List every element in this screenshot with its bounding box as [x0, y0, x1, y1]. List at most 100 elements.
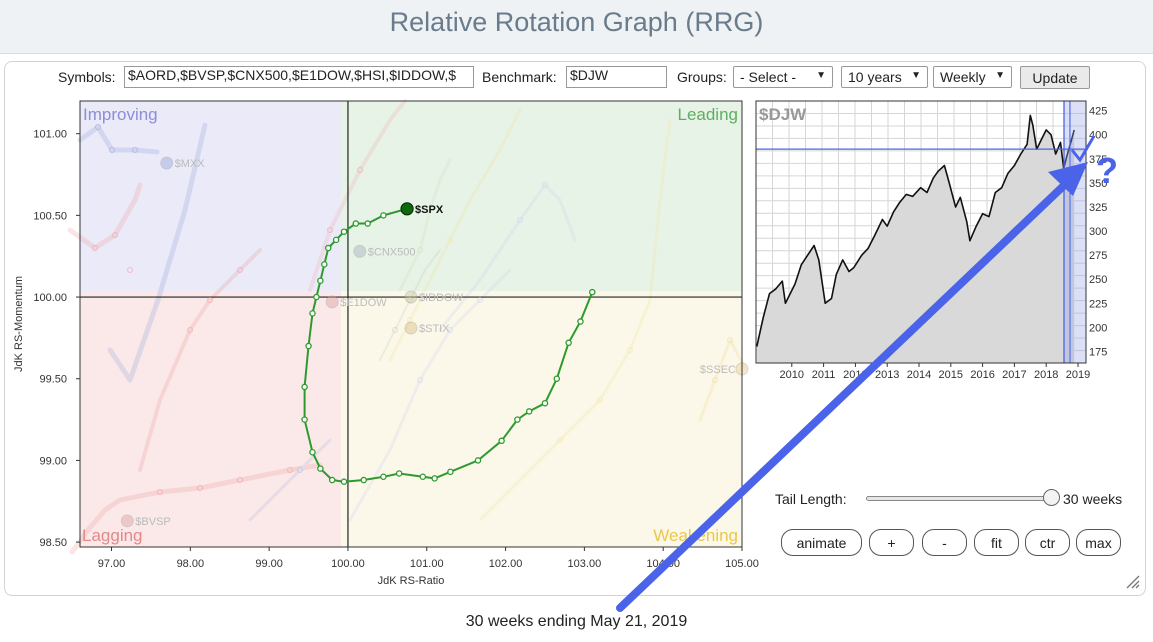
faded-marker	[112, 232, 118, 238]
spx-tail-point	[380, 212, 387, 219]
update-button[interactable]: Update	[1020, 66, 1090, 89]
spx-tail-point	[340, 478, 348, 485]
ghost-tail	[308, 99, 407, 292]
spx-tail-point	[328, 476, 336, 484]
x-tick-label: 99.00	[255, 558, 283, 570]
y-tick-label: 99.50	[39, 374, 67, 386]
chevron-down-icon: ▼	[911, 70, 921, 81]
period-select[interactable]: 10 years ▼	[841, 66, 928, 88]
ghost-tail	[478, 118, 672, 522]
weakening-quadrant	[341, 291, 742, 547]
faded-marker	[287, 467, 293, 473]
faded-marker	[327, 227, 333, 233]
benchmark-y-tick-label: 350	[1089, 178, 1107, 190]
symbol-label: $MXX	[175, 158, 206, 170]
x-axis-label: JdK RS-Ratio	[378, 575, 445, 587]
rrg-axes: 97.00 98.00 99.00 100.00 101.00 102.00 103.00 1…	[33, 129, 758, 570]
spx-tail-point	[301, 416, 308, 423]
leading-label: Leading	[677, 105, 738, 124]
spx-tail-point	[474, 457, 482, 464]
faded-marker	[92, 245, 98, 251]
chevron-down-icon: ▼	[995, 70, 1005, 81]
x-tick-label: 97.00	[98, 558, 126, 570]
ghost-tail	[348, 268, 512, 522]
improving-label: Improving	[83, 105, 158, 124]
spx-tail-point	[324, 244, 332, 252]
benchmark-x-tick-label: 2011	[812, 369, 836, 381]
ghost-tail	[248, 438, 332, 522]
tail-length-slider-thumb[interactable]	[1043, 489, 1060, 506]
faded-marker	[297, 467, 303, 473]
zoom-out-button[interactable]: -	[922, 529, 967, 556]
center-button[interactable]: ctr	[1025, 529, 1070, 556]
ghost-tail	[69, 462, 323, 555]
benchmark-y-tick-label: 250	[1089, 274, 1107, 286]
groups-select[interactable]: - Select - ▼	[733, 66, 833, 88]
spx-head-marker[interactable]	[400, 202, 414, 216]
zoom-in-button[interactable]: +	[869, 529, 914, 556]
spx-tail-point	[498, 437, 505, 445]
benchmark-highlight-band	[1064, 101, 1086, 363]
benchmark-x-tick-label: 2010	[780, 369, 804, 381]
groups-select-value: - Select -	[740, 69, 797, 85]
symbol-marker[interactable]	[120, 514, 134, 528]
symbol-marker[interactable]	[160, 156, 174, 170]
benchmark-x-tick-label: 2017	[1002, 369, 1026, 381]
tail-length-slider[interactable]	[866, 496, 1056, 501]
interval-select[interactable]: Weekly ▼	[933, 66, 1012, 88]
ghost-tail	[107, 122, 208, 383]
benchmark-x-tick-label: 2013	[875, 369, 899, 381]
faded-marker	[392, 327, 398, 333]
spx-tail-point	[589, 288, 596, 296]
spx-tail-point	[313, 293, 320, 301]
benchmark-input[interactable]: $DJW	[566, 66, 667, 88]
symbol-marker[interactable]	[325, 295, 339, 309]
symbol-marker[interactable]	[404, 290, 418, 304]
benchmark-y-tick-label: 225	[1089, 298, 1107, 310]
max-button[interactable]: max	[1076, 529, 1121, 556]
faded-marker	[109, 147, 115, 153]
spx-tail-point	[305, 342, 312, 350]
spx-tail-point	[352, 220, 360, 227]
faded-marker	[447, 327, 453, 333]
improving-quadrant	[80, 101, 341, 291]
faded-marker	[542, 182, 548, 188]
x-tick-label: 98.00	[177, 558, 205, 570]
x-tick-label: 103.00	[568, 558, 602, 570]
faded-marker	[95, 124, 101, 130]
faded-marker	[407, 297, 413, 303]
ghost-tail	[698, 338, 747, 422]
lagging-label: Lagging	[82, 526, 143, 545]
x-tick-label: 102.00	[489, 558, 523, 570]
faded-marker	[407, 317, 413, 323]
rrg-chart[interactable]: $CNX500 $E1DOW $IDDOW $STIX $SSEC $MXX $BVSP $…	[13, 99, 759, 587]
page-title: Relative Rotation Graph (RRG)	[389, 7, 764, 37]
symbol-marker[interactable]	[353, 244, 367, 258]
faded-marker	[237, 477, 243, 483]
symbol-label: $SSEC	[700, 364, 736, 376]
symbol-label: $CNX500	[368, 246, 416, 258]
faded-marker	[357, 167, 363, 173]
y-axis-label: JdK RS-Momentum	[13, 276, 25, 372]
animate-button[interactable]: animate	[781, 529, 862, 556]
benchmark-x-tick-label: 2014	[907, 369, 931, 381]
spx-tail-point	[541, 399, 549, 407]
benchmark-y-tick-label: 275	[1089, 250, 1107, 262]
annotation-arrow: ?	[616, 135, 1118, 612]
rrg-grid	[80, 101, 742, 547]
resize-handle-icon[interactable]	[1124, 573, 1140, 589]
ghost-tail	[398, 158, 452, 292]
tail-length-label: Tail Length:	[775, 491, 847, 507]
spx-tail-point	[309, 448, 316, 456]
benchmark-chart[interactable]: 2010 2011 2012 2013 2014 2015 2016 2017 2018 2019…	[755, 100, 1107, 381]
symbols-input[interactable]: $AORD,$BVSP,$CNX500,$E1DOW,$HSI,$IDDOW,$	[124, 66, 474, 88]
faded-tails	[67, 99, 747, 555]
benchmark-x-tick-label: 2019	[1066, 369, 1090, 381]
spx-tail-point	[364, 220, 371, 227]
spx-tail-point	[431, 475, 438, 482]
fit-button[interactable]: fit	[974, 529, 1019, 556]
faded-marker	[417, 377, 423, 383]
faded-marker	[447, 237, 453, 243]
symbol-marker[interactable]	[404, 321, 418, 335]
